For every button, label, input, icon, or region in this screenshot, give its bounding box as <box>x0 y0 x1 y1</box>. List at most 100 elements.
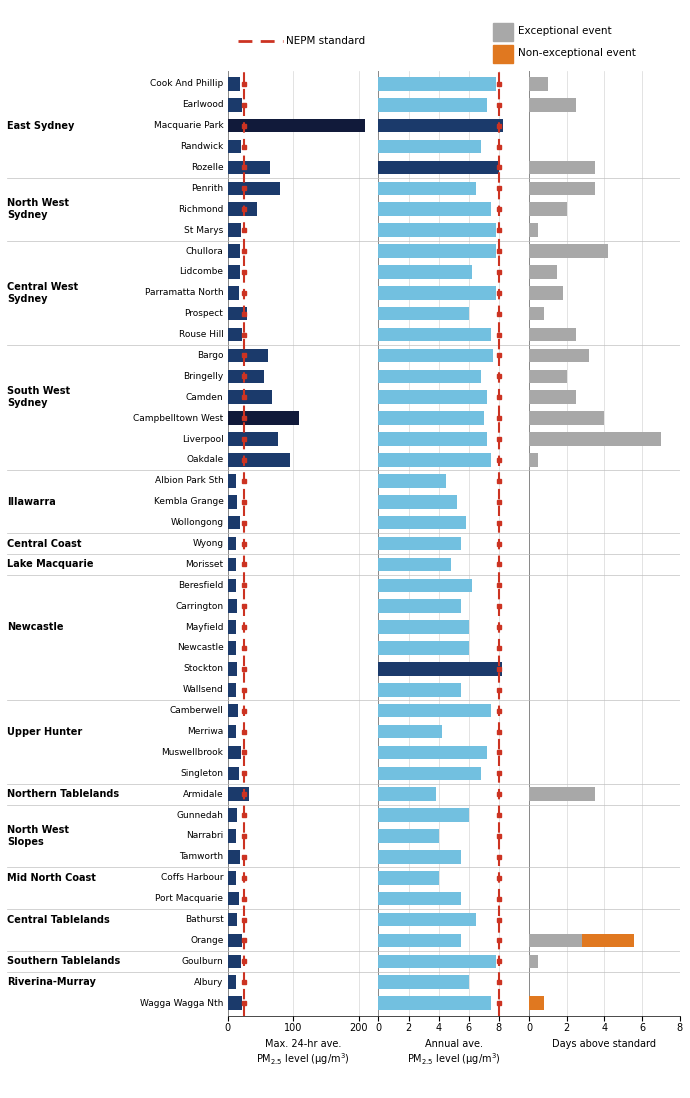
Bar <box>378 620 469 634</box>
Bar <box>378 119 504 133</box>
Bar <box>378 244 496 258</box>
Text: Oakdale: Oakdale <box>186 456 224 464</box>
Text: Rouse Hill: Rouse Hill <box>179 330 224 339</box>
Bar <box>228 933 242 948</box>
Bar <box>529 996 544 1010</box>
Text: Central Coast: Central Coast <box>7 538 81 549</box>
Text: Newcastle: Newcastle <box>177 643 224 652</box>
Bar <box>529 328 576 341</box>
Bar <box>378 285 496 300</box>
Bar <box>378 662 502 675</box>
Text: Cook And Phillip: Cook And Phillip <box>150 79 224 89</box>
Bar <box>228 704 237 717</box>
Bar <box>529 787 595 802</box>
Text: Southern Tablelands: Southern Tablelands <box>7 956 120 966</box>
Bar <box>582 933 635 948</box>
Bar <box>529 265 558 279</box>
Text: Beresfield: Beresfield <box>178 581 224 590</box>
Bar <box>529 391 576 404</box>
Bar <box>378 328 491 341</box>
Text: Goulburn: Goulburn <box>181 956 224 966</box>
Bar <box>529 370 566 383</box>
Bar <box>228 600 237 613</box>
Bar <box>378 181 476 195</box>
Text: Gunnedah: Gunnedah <box>177 810 224 819</box>
Text: Camden: Camden <box>186 393 224 402</box>
Bar <box>378 202 491 216</box>
Bar <box>378 975 469 989</box>
Bar <box>228 202 257 216</box>
Bar <box>228 850 239 864</box>
Text: Rozelle: Rozelle <box>190 163 224 172</box>
Bar <box>228 954 241 968</box>
Bar <box>378 349 493 362</box>
Bar <box>378 787 435 802</box>
Bar <box>378 307 469 321</box>
Bar <box>228 996 242 1010</box>
Bar <box>228 244 239 258</box>
Text: Carrington: Carrington <box>175 602 224 610</box>
Bar <box>529 453 538 467</box>
Text: Central West
Sydney: Central West Sydney <box>7 282 78 304</box>
Bar <box>378 391 487 404</box>
Bar <box>228 662 237 675</box>
X-axis label: Max. 24-hr ave.
PM$_{2.5}$ level (μg/m$^3$): Max. 24-hr ave. PM$_{2.5}$ level (μg/m$^… <box>256 1039 350 1067</box>
Bar <box>378 160 499 175</box>
Bar <box>228 620 236 634</box>
Text: Kembla Grange: Kembla Grange <box>153 497 224 506</box>
Bar <box>228 975 236 989</box>
Text: Bringelly: Bringelly <box>183 372 224 381</box>
Text: Penrith: Penrith <box>191 183 224 193</box>
Text: Lake Macquarie: Lake Macquarie <box>7 559 93 570</box>
Text: Merriwa: Merriwa <box>187 727 224 736</box>
Bar <box>378 412 484 425</box>
Bar <box>378 892 461 906</box>
Bar <box>529 349 589 362</box>
Bar <box>378 537 461 550</box>
Bar <box>228 119 365 133</box>
Bar <box>378 558 451 571</box>
Bar <box>378 912 476 927</box>
Text: Lidcombe: Lidcombe <box>179 268 224 277</box>
Text: South West
Sydney: South West Sydney <box>7 386 70 408</box>
Bar <box>228 328 242 341</box>
Bar <box>378 933 461 948</box>
Text: Wyong: Wyong <box>193 539 224 548</box>
Text: Central Tablelands: Central Tablelands <box>7 915 110 925</box>
Text: Bathurst: Bathurst <box>185 915 224 925</box>
Bar <box>228 181 280 195</box>
Text: Parramatta North: Parramatta North <box>145 289 224 298</box>
Bar <box>378 474 446 488</box>
Bar <box>529 160 595 175</box>
Text: East Sydney: East Sydney <box>7 121 75 131</box>
Bar <box>378 516 466 529</box>
Bar <box>378 850 461 864</box>
Text: Albion Park Sth: Albion Park Sth <box>155 477 224 485</box>
Text: Wagga Wagga Nth: Wagga Wagga Nth <box>140 998 224 1008</box>
Text: Orange: Orange <box>190 935 224 945</box>
Bar <box>378 139 481 154</box>
Bar <box>228 537 236 550</box>
Bar <box>529 223 538 237</box>
Text: Riverina-Murray: Riverina-Murray <box>7 977 96 987</box>
Bar <box>228 495 237 508</box>
Bar <box>228 77 239 91</box>
Text: NEPM standard: NEPM standard <box>286 35 366 46</box>
Bar <box>378 725 442 738</box>
Text: Stockton: Stockton <box>184 664 224 673</box>
Bar <box>378 954 496 968</box>
Bar <box>228 892 239 906</box>
Bar <box>228 412 299 425</box>
Bar <box>529 285 563 300</box>
Bar <box>228 370 264 383</box>
Bar <box>378 704 491 717</box>
Bar <box>228 474 236 488</box>
Text: Wollongong: Wollongong <box>170 518 224 527</box>
Bar <box>378 265 472 279</box>
Bar <box>378 98 487 112</box>
Bar <box>529 433 661 446</box>
Bar <box>378 77 496 91</box>
Text: Randwick: Randwick <box>180 142 224 152</box>
Bar <box>228 453 290 467</box>
Bar <box>529 98 576 112</box>
